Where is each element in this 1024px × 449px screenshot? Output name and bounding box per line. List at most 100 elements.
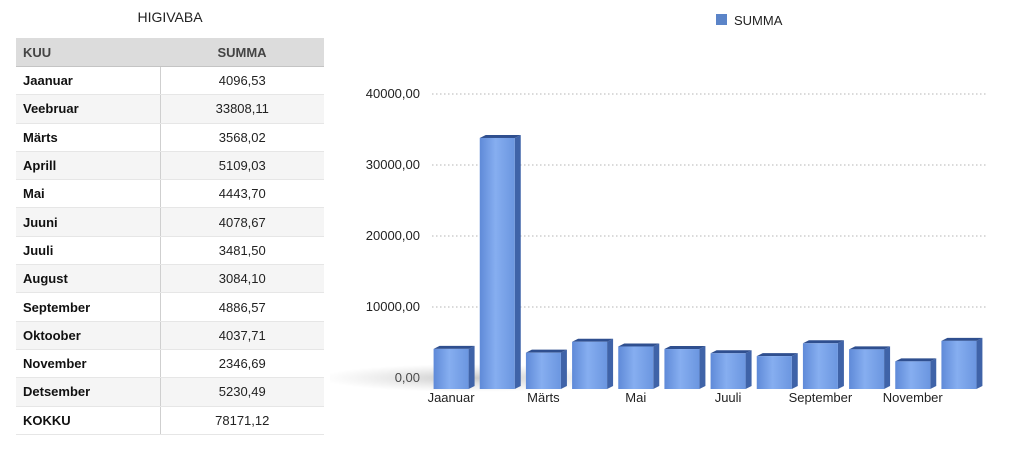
- sum-cell: 2346,69: [160, 349, 324, 379]
- bar: [802, 340, 844, 389]
- sum-cell: 3084,10: [160, 264, 324, 294]
- x-tick-label: November: [883, 390, 944, 405]
- bar-chart: SUMMA 0,0010000,0020000,0030000,0040000,…: [330, 13, 986, 405]
- bar-front: [849, 349, 885, 389]
- bar-front: [618, 346, 654, 389]
- bar-top: [433, 345, 475, 349]
- month-cell: Juuni: [16, 207, 161, 237]
- table-row: Juuli 3481,50: [16, 236, 324, 266]
- bar-top: [525, 349, 567, 353]
- sum-cell: 4886,57: [160, 292, 324, 322]
- month-cell: Oktoober: [16, 321, 161, 350]
- bar-side: [699, 346, 706, 389]
- bar-side: [837, 340, 844, 389]
- bar-side: [791, 353, 798, 389]
- month-cell: November: [16, 349, 161, 379]
- table-row: Jaanuar 4096,53: [16, 66, 324, 96]
- table-row: Oktoober 4037,71: [16, 321, 324, 350]
- bar-top: [941, 337, 983, 341]
- month-cell: Juuli: [16, 236, 161, 266]
- y-tick-label: 40000,00: [366, 86, 420, 101]
- sum-cell: 4443,70: [160, 179, 324, 209]
- bar: [479, 134, 521, 389]
- month-cell: Jaanuar: [16, 66, 161, 96]
- bar: [849, 346, 891, 389]
- table-title: HIGIVABA: [137, 9, 203, 25]
- sum-cell: 33808,11: [160, 94, 324, 124]
- bar-side: [745, 350, 752, 389]
- x-tick-label: Mai: [625, 390, 646, 405]
- bar: [941, 337, 983, 389]
- month-cell: Mai: [16, 179, 161, 209]
- bar: [710, 350, 752, 389]
- x-tick-label: Juuli: [715, 390, 742, 405]
- bar-side: [653, 343, 660, 389]
- sum-cell: 5109,03: [160, 151, 324, 181]
- bar-top: [479, 134, 521, 138]
- table-row: Aprill 5109,03: [16, 151, 324, 181]
- bar-front: [710, 353, 746, 389]
- month-cell: September: [16, 292, 161, 322]
- column-header-sum: SUMMA: [160, 38, 324, 67]
- table-body: Jaanuar 4096,53 Veebruar 33808,11 Märts 3568,…: [16, 66, 324, 435]
- bar: [618, 343, 660, 389]
- column-header-month: KUU: [16, 38, 160, 67]
- month-cell: Aprill: [16, 151, 161, 181]
- table-row: September 4886,57: [16, 292, 324, 322]
- month-cell: Märts: [16, 123, 161, 152]
- x-tick-label: Jaanuar: [428, 390, 476, 405]
- bar-front: [756, 356, 792, 389]
- bar-top: [849, 346, 891, 350]
- bar-front: [525, 352, 561, 389]
- bar: [433, 345, 475, 389]
- bar-front: [802, 343, 838, 389]
- sum-cell: 4078,67: [160, 207, 324, 237]
- sum-cell: 4096,53: [160, 66, 324, 96]
- x-axis: Jaanuar Märts Mai Juuli September November: [428, 390, 944, 405]
- table-row: Juuni 4078,67: [16, 207, 324, 237]
- y-tick-label: 10000,00: [366, 299, 420, 314]
- bar-top: [572, 338, 614, 342]
- bar-side: [976, 337, 983, 389]
- sum-cell: 3568,02: [160, 123, 324, 152]
- sum-cell: 5230,49: [160, 377, 324, 407]
- bar-front: [479, 137, 515, 389]
- table-row: Veebruar 33808,11: [16, 94, 324, 124]
- bar-side: [468, 345, 475, 389]
- bar-side: [514, 134, 521, 389]
- bar-top: [664, 346, 706, 350]
- bar: [756, 353, 798, 389]
- table-row: August 3084,10: [16, 264, 324, 294]
- bar-side: [607, 338, 614, 389]
- bar-side: [930, 358, 937, 389]
- bar: [895, 358, 937, 389]
- bar: [572, 338, 614, 389]
- table-header-row: KUU SUMMA: [16, 38, 324, 67]
- table-row: Detsember 5230,49: [16, 377, 324, 407]
- bar-top: [710, 350, 752, 354]
- month-cell: Detsember: [16, 377, 161, 407]
- bars: [433, 134, 983, 389]
- table-row: Märts 3568,02: [16, 123, 324, 152]
- bar-front: [664, 349, 700, 389]
- sum-cell: 78171,12: [160, 406, 324, 435]
- chart-legend: SUMMA: [716, 13, 783, 28]
- month-cell: KOKKU: [16, 406, 161, 435]
- x-tick-label: September: [789, 390, 853, 405]
- table-total-row: KOKKU 78171,12: [16, 406, 324, 435]
- table-row: November 2346,69: [16, 349, 324, 379]
- bar-side: [560, 349, 567, 389]
- bar: [525, 349, 567, 389]
- bar-top: [618, 343, 660, 347]
- x-tick-label: Märts: [527, 390, 560, 405]
- table-row: Mai 4443,70: [16, 179, 324, 209]
- bar: [664, 346, 706, 389]
- bar-front: [433, 348, 469, 389]
- y-tick-label: 30000,00: [366, 157, 420, 172]
- bar-top: [802, 340, 844, 344]
- bar-front: [941, 340, 977, 389]
- legend-label: SUMMA: [734, 13, 783, 28]
- data-table: KUU SUMMA Jaanuar 4096,53 Veebruar 33808,11…: [16, 38, 324, 435]
- chart-grid: [432, 93, 986, 308]
